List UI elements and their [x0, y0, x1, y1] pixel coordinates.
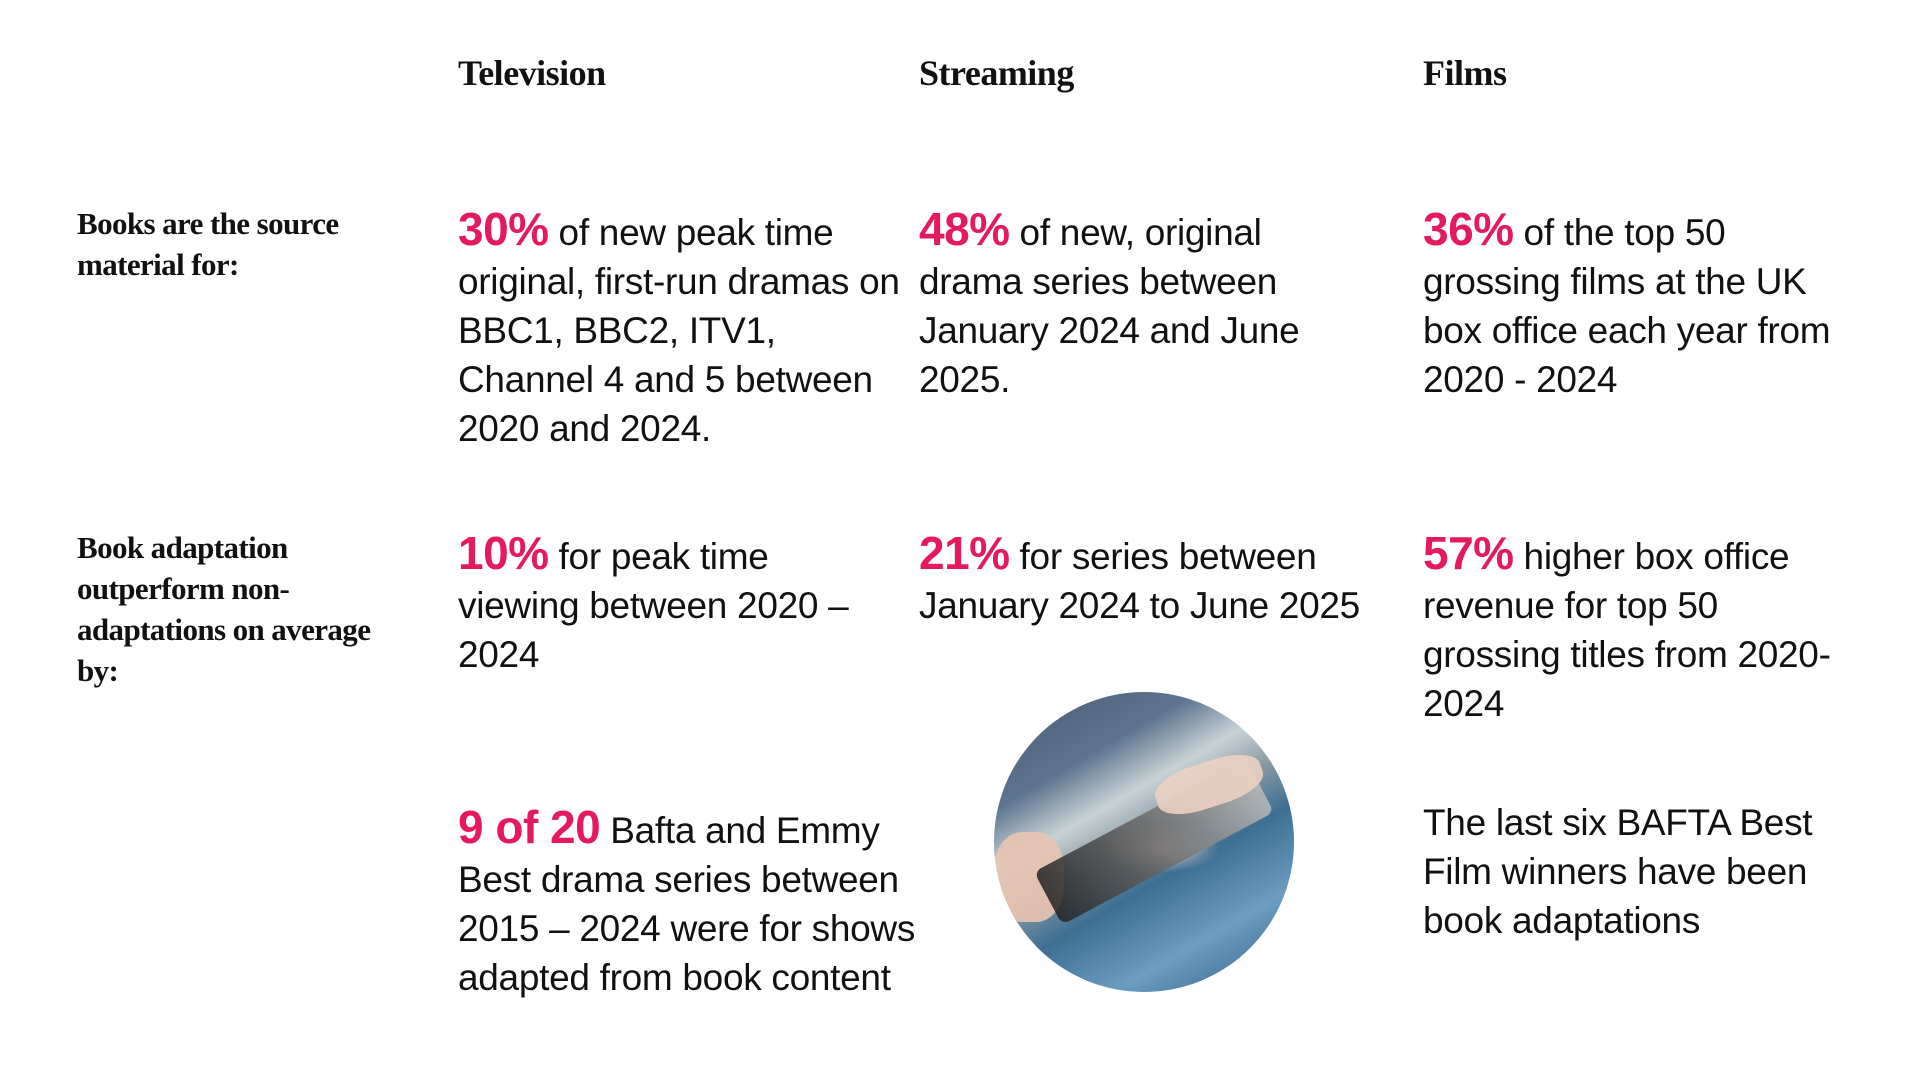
stat-text: of the top 50 grossing films at the UK b…: [1423, 212, 1831, 400]
films-outperform-stat: 57% higher box office revenue for top 50…: [1423, 529, 1843, 728]
stat-value: 30%: [458, 203, 549, 255]
tv-outperform-stat: 10% for peak time viewing between 2020 –…: [458, 529, 898, 679]
tablet-photo: [994, 692, 1294, 992]
stat-text: Bafta and Emmy Best drama series between…: [458, 810, 916, 998]
row-label-source: Books are the source material for:: [77, 206, 339, 282]
stat-text: of new, original drama series between Ja…: [919, 212, 1300, 400]
films-source-stat: 36% of the top 50 grossing films at the …: [1423, 205, 1853, 404]
stat-text: of new peak time original, first-run dra…: [458, 212, 900, 449]
column-header-streaming: Streaming: [919, 53, 1074, 93]
films-awards-text: The last six BAFTA Best Film winners hav…: [1423, 802, 1813, 941]
streaming-source-stat: 48% of new, original drama series betwee…: [919, 205, 1359, 404]
stat-text: higher box office revenue for top 50 gro…: [1423, 536, 1831, 724]
column-header-television: Television: [458, 53, 606, 93]
stat-value: 10%: [458, 527, 549, 579]
column-header-films: Films: [1423, 53, 1507, 93]
streaming-outperform-stat: 21% for series between January 2024 to J…: [919, 529, 1389, 630]
stat-value: 36%: [1423, 203, 1514, 255]
stat-text: for peak time viewing between 2020 – 202…: [458, 536, 849, 675]
stat-value: 57%: [1423, 527, 1514, 579]
stat-value: 21%: [919, 527, 1010, 579]
stat-value: 9 of 20: [458, 801, 601, 853]
row-label-outperform: Book adaptation outperform non-adaptatio…: [77, 530, 371, 688]
tv-awards-stat: 9 of 20 Bafta and Emmy Best drama series…: [458, 803, 918, 1002]
tv-source-stat: 30% of new peak time original, first-run…: [458, 205, 918, 453]
stat-value: 48%: [919, 203, 1010, 255]
stat-text: for series between January 2024 to June …: [919, 536, 1360, 626]
